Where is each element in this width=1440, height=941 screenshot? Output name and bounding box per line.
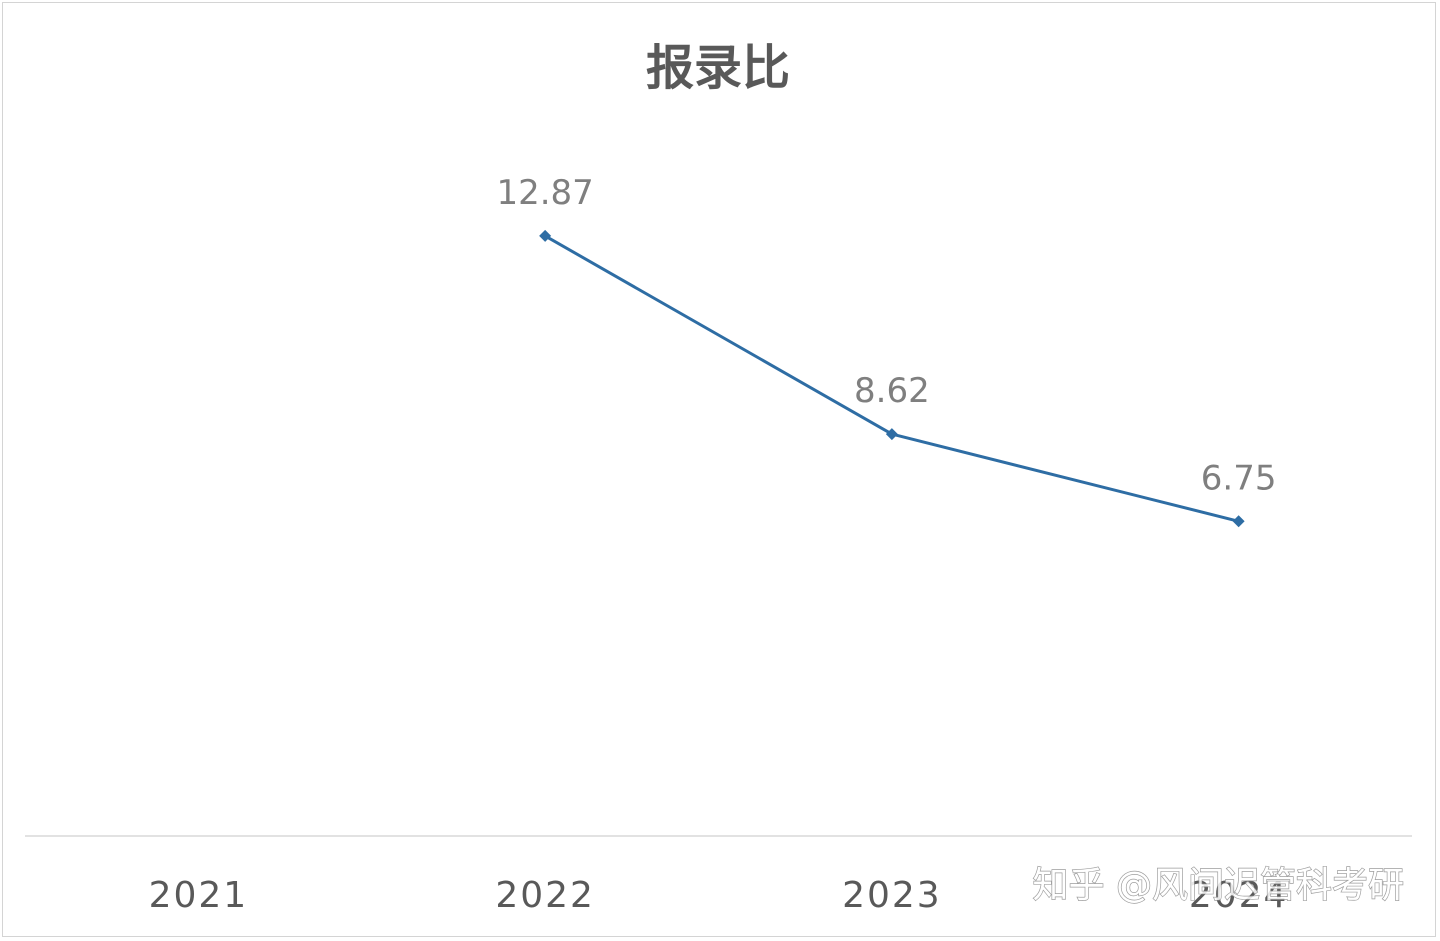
data-label-2024: 6.75 bbox=[1201, 458, 1277, 498]
watermark-text: 知乎 @风间迟管科考研 bbox=[1033, 865, 1404, 906]
data-point-2024 bbox=[1232, 515, 1245, 528]
x-tick-layer: 2021 2022 2023 2024 bbox=[149, 875, 1289, 916]
x-tick-label-2024: 2024 bbox=[1189, 875, 1289, 916]
x-tick-label-2021: 2021 bbox=[149, 875, 249, 916]
x-tick-label-2023: 2023 bbox=[842, 875, 942, 916]
data-label-layer: 12.87 8.62 6.75 bbox=[496, 173, 1276, 498]
data-point-2023 bbox=[885, 428, 898, 441]
x-tick-label-2022: 2022 bbox=[495, 875, 595, 916]
data-point-2022 bbox=[539, 229, 552, 242]
data-label-2023: 8.62 bbox=[854, 371, 930, 411]
chart-title: 报录比 bbox=[646, 40, 790, 96]
series-layer bbox=[539, 229, 1245, 528]
data-label-2022: 12.87 bbox=[496, 173, 593, 213]
